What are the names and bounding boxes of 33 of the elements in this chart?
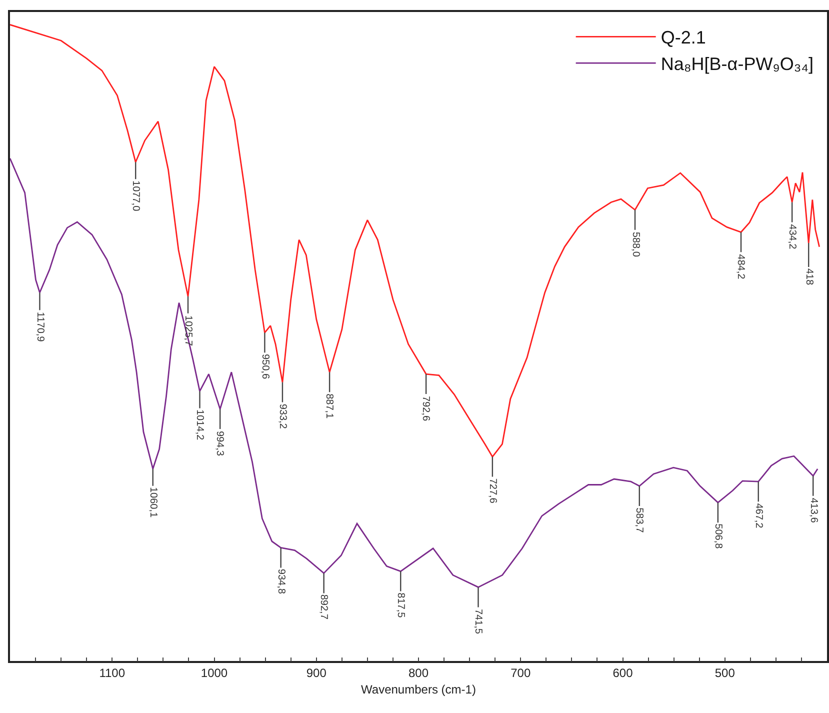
annotation: 588,0 bbox=[630, 232, 641, 258]
x-tick-label: 700 bbox=[510, 666, 531, 680]
x-axis-title: Wavenumbers (cm-1) bbox=[361, 682, 476, 697]
annotation: 1060,1 bbox=[148, 486, 159, 518]
legend-label: Na₈H[B-α-PW₉O₃₄] bbox=[660, 54, 814, 74]
annotation: 418 bbox=[804, 268, 815, 286]
x-tick-label: 500 bbox=[714, 666, 736, 680]
annotation: 892,7 bbox=[318, 594, 330, 620]
annotation: 887,1 bbox=[324, 394, 335, 420]
annotation: 434,2 bbox=[786, 224, 798, 250]
annotation: 1077,0 bbox=[130, 180, 141, 212]
x-tick-label: 1000 bbox=[200, 666, 228, 680]
annotation: 934,8 bbox=[276, 568, 287, 594]
annotation: 1170,9 bbox=[34, 312, 46, 342]
x-tick-label: 800 bbox=[408, 666, 429, 680]
annotation: 792,6 bbox=[420, 396, 432, 422]
annotation: 1014,2 bbox=[194, 409, 205, 440]
annotation: 741,5 bbox=[472, 608, 484, 634]
annotation: 506,8 bbox=[712, 524, 724, 550]
annotation: 467,2 bbox=[752, 503, 764, 529]
annotation: 950,6 bbox=[259, 354, 270, 380]
annotation: 583,7 bbox=[633, 508, 644, 534]
annotation: 933,2 bbox=[276, 404, 288, 430]
annotation: 413,6 bbox=[808, 498, 819, 524]
x-tick-label: 600 bbox=[612, 666, 634, 680]
annotation: 817,5 bbox=[394, 592, 406, 618]
x-tick-label: 900 bbox=[306, 666, 327, 680]
annotation: 727,6 bbox=[487, 478, 498, 504]
annotation: 1025,7 bbox=[182, 315, 194, 346]
annotation: 994,3 bbox=[214, 430, 226, 456]
x-tick-label: 1100 bbox=[99, 666, 126, 680]
annotation: 484,2 bbox=[735, 254, 746, 280]
legend-label: Q-2.1 bbox=[660, 28, 706, 48]
